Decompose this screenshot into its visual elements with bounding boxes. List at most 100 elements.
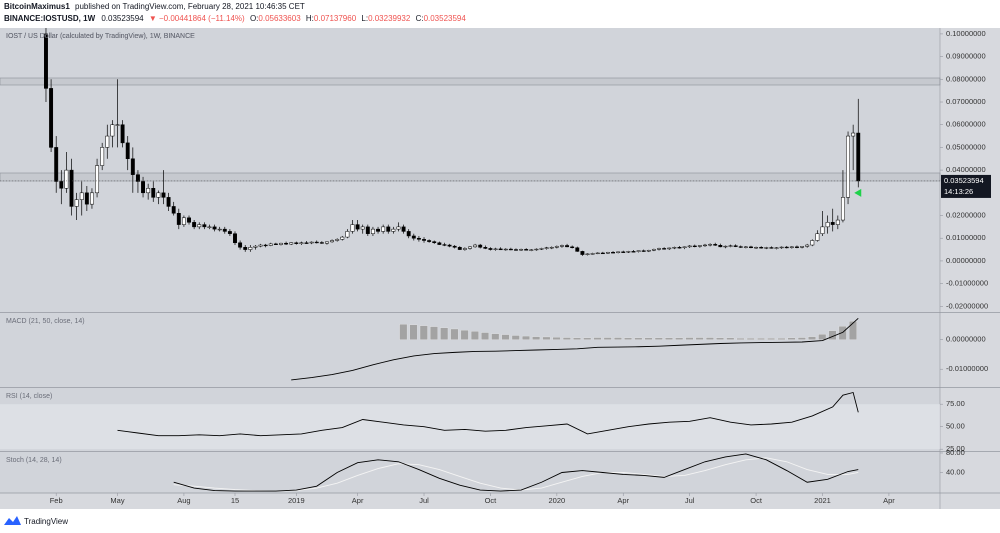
candle-body <box>738 246 743 248</box>
x-tick-label: Jul <box>419 496 429 505</box>
candle-body <box>360 226 365 230</box>
histogram-bar <box>716 337 724 340</box>
y-tick-label: 50.00 <box>946 422 965 431</box>
candle-body <box>544 247 549 249</box>
candle-body <box>769 247 774 249</box>
support-zone <box>0 172 941 182</box>
candle-body <box>411 235 416 239</box>
candle-body <box>580 251 585 255</box>
candle-body <box>401 226 406 232</box>
footer-logo: TradingView <box>4 516 68 526</box>
candle-body <box>703 244 707 247</box>
candle-body <box>233 233 237 244</box>
histogram-bar <box>501 334 510 340</box>
histogram-bar <box>797 337 806 340</box>
candle-body <box>263 244 268 247</box>
y-tick-label: 0.07000000 <box>946 97 986 106</box>
candle-body <box>626 251 631 253</box>
candle-body <box>166 197 171 207</box>
x-tick-label: Apr <box>617 496 629 505</box>
histogram-bar <box>634 337 643 340</box>
candle-body <box>345 231 350 238</box>
candle-body <box>279 242 283 245</box>
candle-body <box>825 222 830 228</box>
y-tick-label: 0.00000000 <box>946 335 986 344</box>
candle-body <box>759 247 764 249</box>
y-tick-label: 40.00 <box>946 467 965 476</box>
ohlc-key: L: <box>361 14 368 23</box>
price-layer <box>44 28 861 256</box>
candle-body <box>856 132 861 182</box>
candle-body <box>585 253 590 255</box>
histogram-bar <box>808 336 816 340</box>
last-price-box <box>941 174 991 198</box>
histogram-bar <box>757 338 765 340</box>
histogram-bar <box>481 332 489 340</box>
candle-body <box>427 240 432 242</box>
histogram-bar <box>705 337 714 340</box>
histogram-bar <box>736 338 745 340</box>
histogram-bar <box>399 324 408 340</box>
candle-body <box>258 244 263 247</box>
candle-body <box>728 245 733 247</box>
histogram-bar <box>746 338 755 340</box>
candle-body <box>325 241 329 244</box>
candle-body <box>519 249 524 251</box>
candle-body <box>503 248 508 251</box>
header-line-2: BINANCE:IOSTUSD, 1W 0.03523594 ▼ −0.0044… <box>4 14 466 23</box>
candle-body <box>636 250 641 252</box>
candle-body <box>529 249 534 251</box>
y-tick-label: 0.05000000 <box>946 142 986 151</box>
candle-body <box>391 228 396 232</box>
candle-body <box>268 243 273 246</box>
candle-body <box>749 246 753 249</box>
candle-body <box>590 253 595 255</box>
histogram-bar <box>562 337 571 340</box>
candle-body <box>754 247 759 249</box>
candle-body <box>130 158 135 175</box>
histogram-bar <box>522 335 530 340</box>
price-change: ▼ −0.00441864 (−11.14%) <box>149 14 245 23</box>
candle-body <box>457 247 462 250</box>
candle-body <box>539 248 544 250</box>
candle-body <box>800 246 805 248</box>
histogram-bar <box>419 325 428 340</box>
histogram-bar <box>583 337 592 340</box>
x-tick-label: Oct <box>750 496 763 505</box>
countdown: 14:13:26 <box>944 187 973 196</box>
candle-body <box>289 242 294 245</box>
candle-body <box>851 132 856 137</box>
candle-body <box>187 217 191 223</box>
candle-body <box>365 226 370 234</box>
candle-body <box>697 245 702 247</box>
histogram-bar <box>654 337 663 340</box>
candle-body <box>294 242 299 244</box>
candle-body <box>84 192 89 205</box>
x-tick-label: Oct <box>485 496 498 505</box>
histogram-bar <box>726 337 735 340</box>
histogram-bar <box>675 337 684 340</box>
candle-body <box>554 246 559 248</box>
histogram-bar <box>614 337 622 340</box>
candle-body <box>156 192 161 198</box>
candle-body <box>355 224 360 230</box>
candle-body <box>473 244 478 248</box>
candle-body <box>565 245 570 248</box>
histogram-bar <box>511 335 520 340</box>
candle-body <box>416 237 421 240</box>
candle-body <box>197 224 202 228</box>
candle-body <box>141 181 145 194</box>
published-note: published on TradingView.com, February 2… <box>75 2 305 11</box>
y-tick-label: 0.06000000 <box>946 120 986 129</box>
candle-body <box>815 233 820 241</box>
candle-body <box>90 192 94 205</box>
histogram-bar <box>460 330 469 340</box>
candle-body <box>493 248 498 250</box>
histogram-bar <box>491 333 500 340</box>
candle-body <box>641 250 646 252</box>
candle-body <box>846 135 850 198</box>
candle-body <box>146 188 151 194</box>
histogram-bar <box>603 337 612 340</box>
candle-body <box>212 226 217 230</box>
